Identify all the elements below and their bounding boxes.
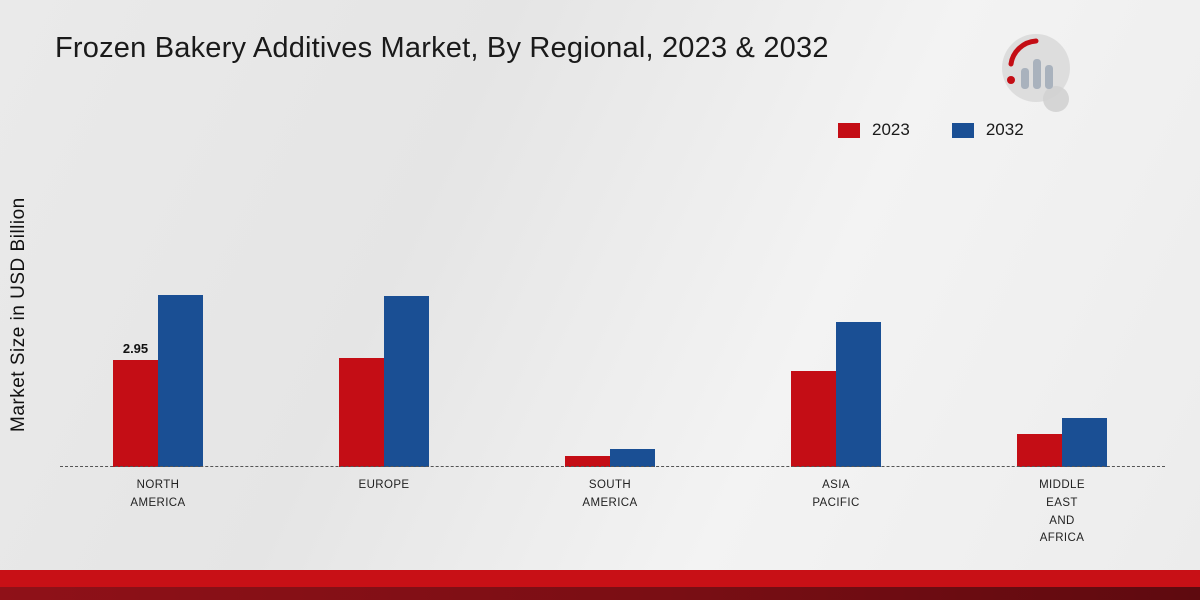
bar-group-north-america: 2.95 NORTH AMERICA xyxy=(45,135,271,509)
legend-swatch-2032 xyxy=(951,122,974,138)
bar-group-middle-east-and-africa: MIDDLE EAST AND AFRICA xyxy=(949,135,1175,544)
bar-2032-europe xyxy=(384,296,429,467)
bars-pair xyxy=(339,296,429,467)
category-label: EUROPE xyxy=(358,479,410,491)
bars-pair xyxy=(1017,418,1107,467)
bar-2032-south-america xyxy=(610,449,655,467)
market-research-logo xyxy=(990,28,1082,120)
bars-pair: 2.95 xyxy=(113,295,203,467)
bar-2023-south-america xyxy=(565,456,610,467)
bars-pair xyxy=(791,322,881,467)
bar-2023-north-america: 2.95 xyxy=(113,341,158,467)
category-label: SOUTH AMERICA xyxy=(582,479,638,509)
plot-area: 2.95 NORTH AMERICA EUROPE SOUTH AMERICA ASIA PA… xyxy=(45,135,1175,544)
legend-item-2032: 2032 xyxy=(951,120,1024,140)
bar-group-asia-pacific: ASIA PACIFIC xyxy=(723,135,949,509)
bar-2032-north-america xyxy=(158,295,203,467)
bar-2023-asia-pacific xyxy=(791,371,836,467)
chart-title: Frozen Bakery Additives Market, By Regio… xyxy=(55,32,829,64)
bar-groups: 2.95 NORTH AMERICA EUROPE SOUTH AMERICA ASIA PA… xyxy=(45,135,1175,544)
bar-2023-middle-east-and-africa xyxy=(1017,434,1062,467)
bar-2023-europe xyxy=(339,358,384,467)
logo-graphic xyxy=(1002,34,1070,112)
bar-2032-middle-east-and-africa xyxy=(1062,418,1107,467)
footer-dark-band xyxy=(0,587,1200,600)
legend-label-2023: 2023 xyxy=(872,120,910,139)
legend-swatch-2023 xyxy=(838,122,860,138)
bar-group-south-america: SOUTH AMERICA xyxy=(497,135,723,509)
category-label: NORTH AMERICA xyxy=(130,479,186,509)
legend: 2023 2032 xyxy=(838,120,1024,140)
y-axis-label: Market Size in USD Billion xyxy=(8,197,29,433)
bar-group-europe: EUROPE xyxy=(271,135,497,491)
legend-label-2032: 2032 xyxy=(985,120,1024,139)
category-label: ASIA PACIFIC xyxy=(812,479,860,509)
footer-red-band xyxy=(0,570,1200,587)
bars-pair xyxy=(565,449,655,467)
category-label: MIDDLE EAST AND AFRICA xyxy=(1039,479,1085,545)
legend-item-2023: 2023 xyxy=(838,120,910,140)
bar-2032-asia-pacific xyxy=(836,322,881,467)
bar-value-label: 2.95 xyxy=(122,341,149,356)
zero-baseline xyxy=(60,466,1165,467)
